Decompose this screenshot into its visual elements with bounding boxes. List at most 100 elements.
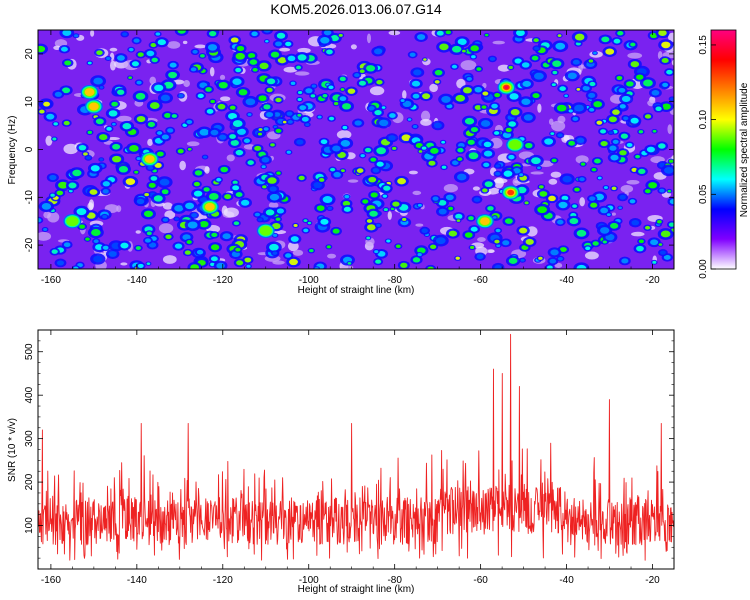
spectrogram-speckle: [158, 223, 174, 234]
spectrogram-speckle: [579, 197, 586, 207]
spectrogram-blob: [471, 195, 483, 204]
spectrogram-blob: [493, 163, 502, 169]
colorbar-label: Normalized spectral amplitude: [739, 82, 750, 217]
spectrogram-blob: [204, 107, 216, 116]
y-tick-label: 300: [24, 430, 35, 447]
spectrogram-blob: [135, 50, 146, 59]
spectrogram-blob: [61, 58, 74, 68]
spectrogram-speckle: [477, 237, 486, 242]
spectrogram-blob: [186, 146, 193, 152]
spectrogram-blob: [384, 238, 392, 244]
spectrogram-blob: [522, 141, 535, 151]
spectrogram-blob: [127, 46, 136, 53]
spectrogram-blob: [653, 104, 664, 113]
spectrogram-peak: [501, 185, 520, 200]
spectrogram-blob: [381, 193, 389, 199]
spectrogram-blob: [365, 217, 374, 225]
spectrogram-blob: [134, 79, 144, 86]
spectrogram-blob: [337, 75, 348, 83]
spectrogram-speckle: [626, 179, 640, 185]
spectrogram-blob: [579, 161, 587, 167]
spectrogram-blob: [528, 154, 544, 167]
spectrogram-blob: [440, 164, 448, 171]
spectrogram-blob: [481, 179, 496, 190]
spectrogram-blob: [628, 41, 638, 48]
spectrogram-blob: [523, 200, 530, 206]
spectrogram-blob: [110, 121, 117, 127]
spectrogram-blob: [260, 184, 268, 190]
spectrogram-speckle: [183, 79, 190, 88]
spectrogram-blob: [319, 193, 336, 206]
spectrogram-speckle: [162, 202, 173, 210]
spectrogram-blob: [607, 130, 615, 136]
spectrogram-blob: [516, 225, 530, 236]
spectrogram-speckle: [530, 171, 544, 175]
spectrogram-peak: [475, 214, 494, 229]
spectrogram-blob: [627, 59, 642, 70]
spectrogram-speckle: [488, 249, 495, 254]
spectrogram-blobs: [38, 30, 674, 269]
spectrogram-blob: [566, 215, 582, 227]
spectrogram-blob: [191, 188, 206, 199]
spectrogram-blob: [563, 93, 570, 99]
spectrogram-blob: [337, 32, 345, 38]
spectrogram-blob: [460, 84, 475, 96]
spectrogram-blob: [372, 249, 380, 255]
spectrogram-blob: [647, 31, 660, 40]
spectrogram-blob: [286, 256, 301, 268]
spectrogram-speckle: [350, 44, 357, 50]
spectrogram-blob: [366, 208, 381, 219]
spectrogram-blob: [296, 96, 304, 103]
spectrogram-blob: [235, 86, 251, 98]
spectrogram-blob: [242, 95, 259, 108]
spectrogram-blob: [627, 197, 638, 205]
spectrogram-blob: [270, 250, 279, 257]
spectrogram-speckle: [149, 76, 157, 85]
spectrogram-blob: [229, 117, 246, 130]
spectrogram-blob: [374, 78, 385, 87]
spectrogram-blob: [184, 118, 194, 126]
snr-xlabel: Height of straight line (km): [298, 584, 415, 595]
spectrogram-speckle: [287, 241, 299, 252]
spectrogram-blob: [352, 118, 365, 128]
spectrogram-blob: [182, 200, 198, 212]
spectrogram-blob: [296, 174, 307, 182]
spectrogram-speckle: [537, 103, 542, 113]
spectrogram-blob: [52, 121, 60, 127]
spectrogram-blob: [666, 188, 673, 194]
spectrogram-blob: [506, 153, 517, 161]
spectrogram-speckle: [584, 251, 599, 260]
spectrogram-speckle: [63, 143, 79, 155]
y-tick-label: 20: [24, 48, 35, 60]
spectrogram-speckle: [109, 47, 118, 52]
spectrogram-speckle: [226, 154, 235, 162]
spectrogram-blob: [499, 238, 512, 248]
spectrogram-blob: [621, 115, 631, 122]
spectrogram-blob: [660, 164, 674, 177]
spectrogram-blob: [485, 204, 496, 213]
spectrogram-blob: [577, 175, 587, 183]
spectrogram-blob: [667, 197, 674, 206]
spectrogram-blob: [52, 89, 65, 99]
spectrogram-blob: [303, 86, 315, 96]
spectrogram-blob: [359, 152, 367, 159]
spectrogram-blob: [481, 148, 496, 159]
spectrogram-speckle: [550, 171, 562, 178]
spectrogram-blob: [352, 71, 362, 79]
spectrogram-blob: [628, 218, 642, 228]
spectrogram-blob: [605, 212, 612, 217]
spectrogram-blob: [182, 248, 193, 257]
figure-title: KOM5.2026.013.06.07.G14: [270, 1, 441, 17]
spectrogram-peak: [140, 151, 159, 167]
spectrogram-speckle: [219, 74, 226, 81]
spectrogram-blob: [268, 142, 277, 148]
spectrogram-blob: [651, 259, 658, 265]
spectrogram-blob: [616, 86, 628, 95]
spectrogram-blob: [151, 82, 167, 94]
x-tick-label: -20: [645, 275, 660, 286]
spectrogram-blob: [51, 136, 58, 142]
spectrogram-blob: [206, 30, 219, 39]
spectrogram-blob: [452, 92, 469, 105]
spectrogram-blob: [555, 199, 571, 211]
